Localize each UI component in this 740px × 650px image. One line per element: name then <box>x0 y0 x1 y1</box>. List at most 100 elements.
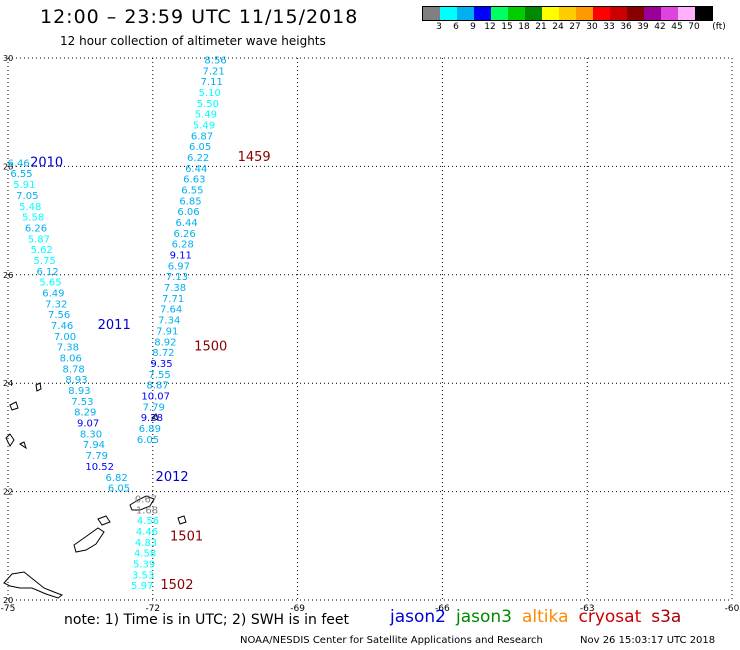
lat-tick-label: 24 <box>3 379 13 388</box>
mission-s3a: s3a <box>651 607 682 627</box>
wave-height-value: 7.56 <box>48 310 70 321</box>
wave-height-value: 6.05 <box>137 435 159 446</box>
wave-height-value: 5.49 <box>195 110 217 121</box>
island-outline <box>5 433 15 447</box>
wave-height-value: 10.07 <box>141 391 170 402</box>
legend-label: 18 <box>518 22 530 32</box>
pass-time-label: 1501 <box>170 529 203 544</box>
legend-swatch <box>440 7 457 20</box>
wave-height-value: 7.55 <box>148 370 170 381</box>
pass-time-label: 2010 <box>30 155 63 170</box>
wave-height-value: 4.58 <box>134 549 156 560</box>
island-outline <box>3 571 64 599</box>
wave-height-value: 7.05 <box>16 191 38 202</box>
wave-height-value: 6.49 <box>42 288 64 299</box>
wave-height-value: 6.44 <box>185 164 207 175</box>
legend-label: 36 <box>620 22 632 32</box>
wave-height-value: 6.87 <box>191 131 213 142</box>
wave-height-value: 6.26 <box>174 229 196 240</box>
generation-timestamp: Nov 26 15:03:17 UTC 2018 <box>580 635 716 646</box>
legend-label: 12 <box>484 22 496 32</box>
island-outline <box>19 441 27 450</box>
wave-height-value: 5.58 <box>22 213 44 224</box>
wave-height-value: 6.12 <box>36 267 58 278</box>
credit-line: NOAA/NESDIS Center for Satellite Applica… <box>240 635 543 646</box>
lon-tick-label: -60 <box>725 604 740 614</box>
color-legend: 3 6 9 12 15 18 21 24 27 30 33 36 39 42 45 70 (ft) <box>422 6 726 33</box>
island-outline <box>177 515 187 525</box>
wave-height-value: 8.30 <box>80 429 102 440</box>
lon-tick-label: -75 <box>1 604 16 614</box>
mission-altika: altika <box>522 607 569 627</box>
legend-label: 45 <box>671 22 683 32</box>
wave-height-value: 6.44 <box>175 218 197 229</box>
wave-height-value: 7.13 <box>166 272 188 283</box>
wave-height-value: 6.55 <box>181 186 203 197</box>
wave-height-value: 8.72 <box>152 348 174 359</box>
wave-height-value: 7.32 <box>45 299 67 310</box>
wave-height-value: 5.10 <box>199 88 221 99</box>
wave-height-value: 6.89 <box>139 424 161 435</box>
wave-height-value: 6.46 <box>7 158 29 169</box>
wave-height-value: 9.28 <box>141 413 163 424</box>
wave-height-value: 7.94 <box>83 440 105 451</box>
lat-tick-label: 22 <box>3 488 13 497</box>
island-outline <box>151 413 159 421</box>
legend-swatch <box>491 7 508 20</box>
map-title: 12:00 – 23:59 UTC 11/15/2018 <box>40 6 359 28</box>
legend-label: 27 <box>569 22 581 32</box>
wave-height-value: 7.00 <box>54 332 76 343</box>
legend-label: 70 <box>688 22 700 32</box>
lon-tick-label: -69 <box>290 604 305 614</box>
wave-height-value: 1.68 <box>136 505 158 516</box>
wave-height-value: 8.56 <box>204 55 226 66</box>
wave-height-value: 6.05 <box>189 142 211 153</box>
legend-swatch <box>525 7 542 20</box>
wave-height-value: 6.63 <box>183 175 205 186</box>
wave-height-value: 4.56 <box>137 516 159 527</box>
wave-height-value: 9.11 <box>170 251 192 262</box>
wave-height-value: 0.67 <box>135 494 157 505</box>
legend-swatch <box>644 7 661 20</box>
wave-height-value: 5.50 <box>197 99 219 110</box>
footer-note: note: 1) Time is in UTC; 2) SWH is in fe… <box>64 612 350 628</box>
pass-time-label: 1459 <box>238 150 271 165</box>
wave-height-value: 7.79 <box>143 402 165 413</box>
legend-swatch <box>474 7 491 20</box>
legend-swatch <box>576 7 593 20</box>
wave-height-value: 6.82 <box>105 473 127 484</box>
pass-time-label: 1502 <box>160 578 193 593</box>
wave-height-value: 5.49 <box>193 120 215 131</box>
legend-label: 24 <box>552 22 564 32</box>
wave-height-value: 8.93 <box>65 375 87 386</box>
pass-time-label: 2012 <box>156 470 189 485</box>
wave-height-value: 7.79 <box>86 451 108 462</box>
wave-height-value: 5.75 <box>34 256 56 267</box>
wave-height-value: 9.35 <box>150 359 172 370</box>
mission-legend: jason2 jason3 altika cryosat s3a <box>390 607 691 627</box>
island-outline <box>9 401 19 411</box>
wave-height-value: 7.38 <box>57 343 79 354</box>
wave-height-value: 5.65 <box>39 278 61 289</box>
lat-tick-label: 26 <box>3 271 13 280</box>
wave-height-value: 8.06 <box>60 354 82 365</box>
lat-tick-label: 20 <box>3 596 13 605</box>
wave-height-value: 9.07 <box>77 419 99 430</box>
wave-height-value: 6.22 <box>187 153 209 164</box>
wave-height-value: 5.39 <box>133 559 155 570</box>
legend-labels: 3 6 9 12 15 18 21 24 27 30 33 36 39 42 45 70 (ft) <box>422 21 726 33</box>
wave-height-value: 7.34 <box>158 316 180 327</box>
island-outline <box>35 382 42 392</box>
lat-tick-label: 30 <box>3 54 13 63</box>
lon-tick-label: -63 <box>580 604 595 614</box>
wave-height-value: 7.21 <box>202 66 224 77</box>
wave-height-value: 7.53 <box>71 397 93 408</box>
wave-height-value: 6.97 <box>168 261 190 272</box>
wave-height-value: 7.71 <box>162 294 184 305</box>
wave-height-value: 8.29 <box>74 408 96 419</box>
wave-height-value: 8.87 <box>146 381 168 392</box>
mission-jason2: jason2 <box>390 607 446 627</box>
wave-height-value: 6.05 <box>108 484 130 495</box>
legend-label: 33 <box>603 22 615 32</box>
legend-swatch <box>593 7 610 20</box>
